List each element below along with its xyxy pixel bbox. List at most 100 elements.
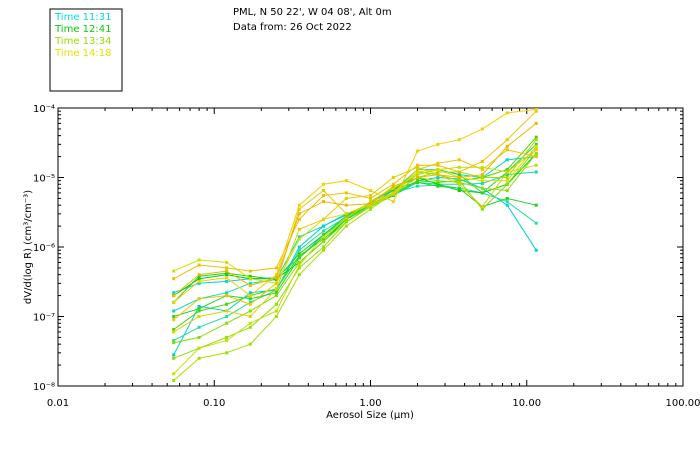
data-point [197,309,201,313]
data-point [172,277,176,281]
data-point [248,274,252,278]
data-point [197,281,201,285]
data-point [172,294,176,298]
data-point [321,217,325,221]
data-point [297,245,301,249]
data-point [505,111,509,115]
data-point [391,191,395,195]
data-point [344,224,348,228]
data-point [225,351,229,355]
series-s12 [172,163,538,376]
data-point [297,256,301,260]
data-point [248,281,252,285]
data-point [172,378,176,382]
data-point [534,203,538,207]
x-tick-label: 0.01 [47,398,69,409]
data-point [416,149,420,153]
series-line [173,143,537,317]
data-point [344,216,348,220]
legend-entry: Time 13:34 [54,36,111,47]
data-point [480,127,484,131]
y-tick-label: 10⁻⁵ [33,174,55,185]
series-line [173,123,537,296]
data-point [480,159,484,163]
data-point [321,194,325,198]
data-point [297,227,301,231]
series-line [173,181,537,303]
series-s15 [172,109,538,281]
data-point [391,194,395,198]
data-point [225,294,229,298]
data-point [391,184,395,188]
data-point [416,170,420,174]
data-point [457,170,461,174]
data-point [344,179,348,183]
data-point [534,108,538,112]
data-point [248,277,252,281]
data-point [416,163,420,167]
data-point [457,189,461,193]
series-s14 [172,148,538,322]
data-point [225,269,229,273]
data-point [436,163,440,167]
data-point [321,182,325,186]
data-point [369,207,372,211]
data-point [225,339,229,343]
data-point [391,186,395,190]
data-point [197,346,201,350]
data-point [248,325,252,329]
data-point [436,180,440,184]
series-line [173,149,537,333]
data-point [297,217,301,221]
data-point [172,300,176,304]
data-point [172,372,176,376]
data-point [172,353,176,357]
data-point [480,186,484,190]
data-point [436,170,440,174]
data-point [344,191,348,195]
x-axis-label: Aerosol Size (µm) [326,410,414,421]
data-point [505,168,509,172]
data-point [436,182,440,186]
data-point [248,283,252,287]
data-point [197,304,201,308]
data-point [369,194,372,198]
data-point [321,233,325,237]
data-point [344,212,348,216]
data-point [197,274,201,278]
data-point [225,260,229,264]
data-point [436,168,440,172]
legend-entry: Time 14:18 [54,48,111,59]
data-point [416,173,420,177]
data-point [457,138,461,142]
data-point [457,180,461,184]
data-point [197,273,201,277]
data-point [225,309,229,313]
data-point [416,168,420,172]
data-point [534,138,538,142]
data-point [248,297,252,301]
data-point [457,173,461,177]
data-point [480,168,484,172]
data-point [321,229,325,233]
data-point [369,200,372,204]
series-line [173,184,537,342]
data-point [369,196,372,200]
data-point [248,309,252,313]
legend-entry: Time 12:41 [54,24,111,35]
data-point [416,184,420,188]
data-point [436,179,440,183]
data-point [369,189,372,193]
data-point [344,214,348,218]
data-point [505,179,509,183]
data-point [369,202,372,206]
data-point [225,279,229,283]
series-line [173,149,537,321]
data-point [225,321,229,325]
data-point [248,300,252,304]
data-point [436,161,440,165]
data-point [225,291,229,295]
data-point [480,207,484,211]
data-point [505,158,509,162]
data-point [172,318,176,322]
